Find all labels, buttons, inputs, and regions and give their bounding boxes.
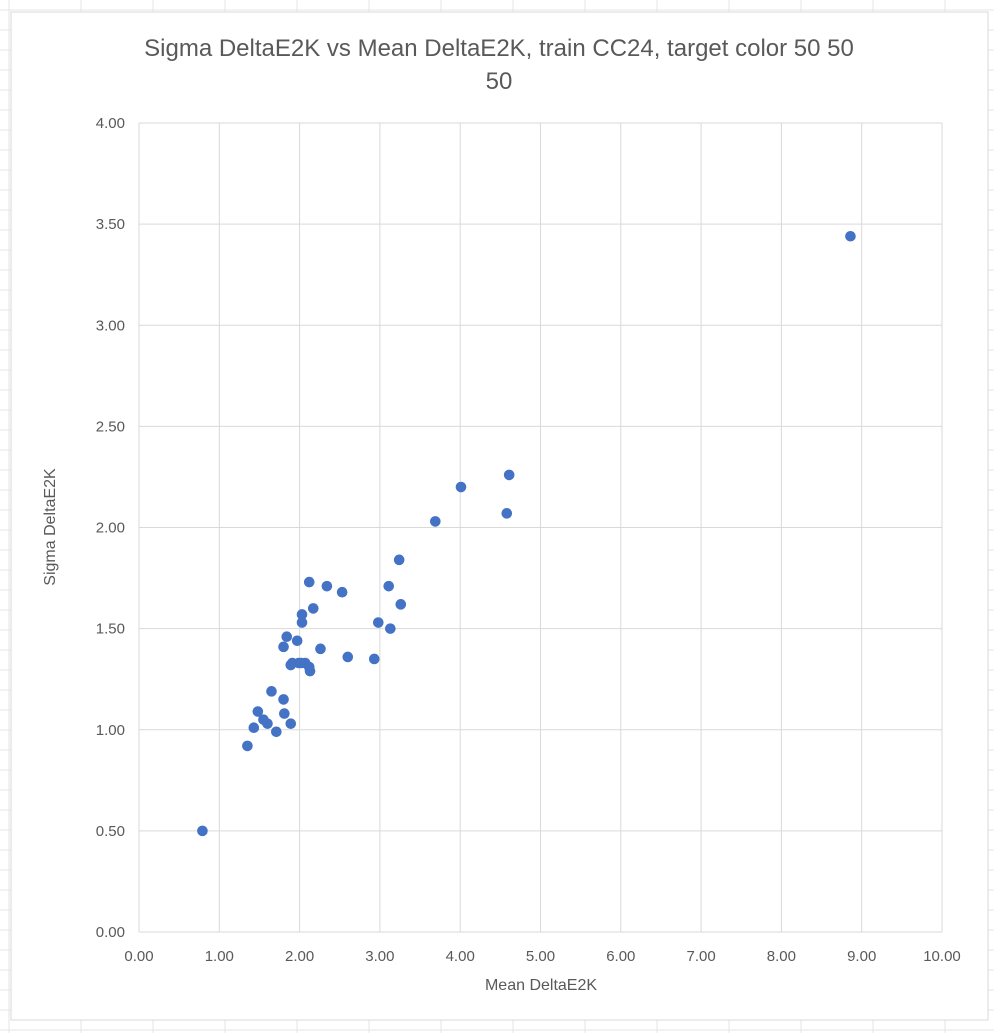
- data-point[interactable]: [385, 623, 396, 634]
- y-tick-label: 0.00: [96, 924, 125, 941]
- data-point[interactable]: [281, 631, 293, 643]
- data-point[interactable]: [503, 469, 515, 481]
- data-point[interactable]: [296, 609, 308, 620]
- data-point[interactable]: [383, 580, 395, 592]
- data-point[interactable]: [197, 825, 208, 837]
- y-tick-label: 1.00: [96, 722, 125, 739]
- x-tick-label: 2.00: [285, 948, 314, 965]
- data-points[interactable]: [197, 230, 856, 837]
- x-tick-label: 4.00: [446, 948, 475, 965]
- x-tick-label: 3.00: [365, 948, 394, 965]
- data-point[interactable]: [393, 554, 405, 566]
- data-point[interactable]: [501, 508, 513, 519]
- y-tick-label: 3.50: [96, 216, 125, 233]
- data-point[interactable]: [248, 722, 260, 734]
- data-point[interactable]: [279, 708, 290, 719]
- y-axis-title: Sigma DeltaE2K: [42, 468, 59, 586]
- y-tick-label: 3.00: [96, 317, 125, 334]
- y-tick-label: 4.00: [96, 115, 125, 132]
- x-tick-label: 8.00: [767, 948, 796, 965]
- data-point[interactable]: [430, 516, 441, 527]
- x-tick-label: 9.00: [847, 948, 876, 965]
- data-point[interactable]: [262, 718, 273, 729]
- data-point[interactable]: [372, 617, 384, 628]
- y-axis-tick-labels: 0.00 0.50 1.00 1.50 2.00 2.50 3.00 3.50 4.00: [96, 115, 125, 941]
- data-point[interactable]: [321, 580, 333, 592]
- data-point[interactable]: [242, 740, 253, 752]
- data-point[interactable]: [296, 617, 308, 628]
- data-point[interactable]: [304, 665, 316, 677]
- x-tick-label: 10.00: [923, 948, 961, 965]
- data-point[interactable]: [455, 481, 467, 493]
- data-point[interactable]: [252, 706, 264, 717]
- y-tick-label: 0.50: [96, 823, 125, 840]
- data-point[interactable]: [395, 599, 407, 610]
- chart-border[interactable]: [10, 11, 989, 1021]
- x-axis-title: Mean DeltaE2K: [485, 977, 597, 994]
- y-tick-label: 2.00: [96, 520, 125, 537]
- chart-title-line-1: Sigma DeltaE2K vs Mean DeltaE2K, train C…: [144, 35, 854, 62]
- chart-title-line-2: 50: [486, 68, 513, 95]
- data-point[interactable]: [278, 641, 289, 653]
- data-point[interactable]: [278, 694, 289, 705]
- y-tick-label: 1.50: [96, 621, 125, 638]
- data-point[interactable]: [315, 643, 326, 655]
- data-point[interactable]: [271, 726, 282, 738]
- x-tick-label: 7.00: [686, 948, 715, 965]
- x-tick-label: 6.00: [606, 948, 635, 965]
- x-tick-label: 5.00: [526, 948, 555, 965]
- data-point[interactable]: [845, 230, 856, 242]
- data-point[interactable]: [266, 686, 277, 697]
- x-tick-label: 0.00: [124, 948, 153, 965]
- data-point[interactable]: [291, 635, 303, 647]
- data-point[interactable]: [368, 653, 380, 665]
- data-point[interactable]: [285, 718, 297, 729]
- x-tick-label: 1.00: [205, 948, 234, 965]
- data-point[interactable]: [303, 576, 315, 588]
- y-tick-label: 2.50: [96, 418, 125, 435]
- data-point[interactable]: [307, 603, 319, 614]
- data-point[interactable]: [342, 651, 354, 663]
- data-point[interactable]: [336, 586, 348, 598]
- x-axis-tick-labels: 0.00 1.00 2.00 3.00 4.00 5.00 6.00 7.00 8.00 9.00…: [124, 948, 960, 965]
